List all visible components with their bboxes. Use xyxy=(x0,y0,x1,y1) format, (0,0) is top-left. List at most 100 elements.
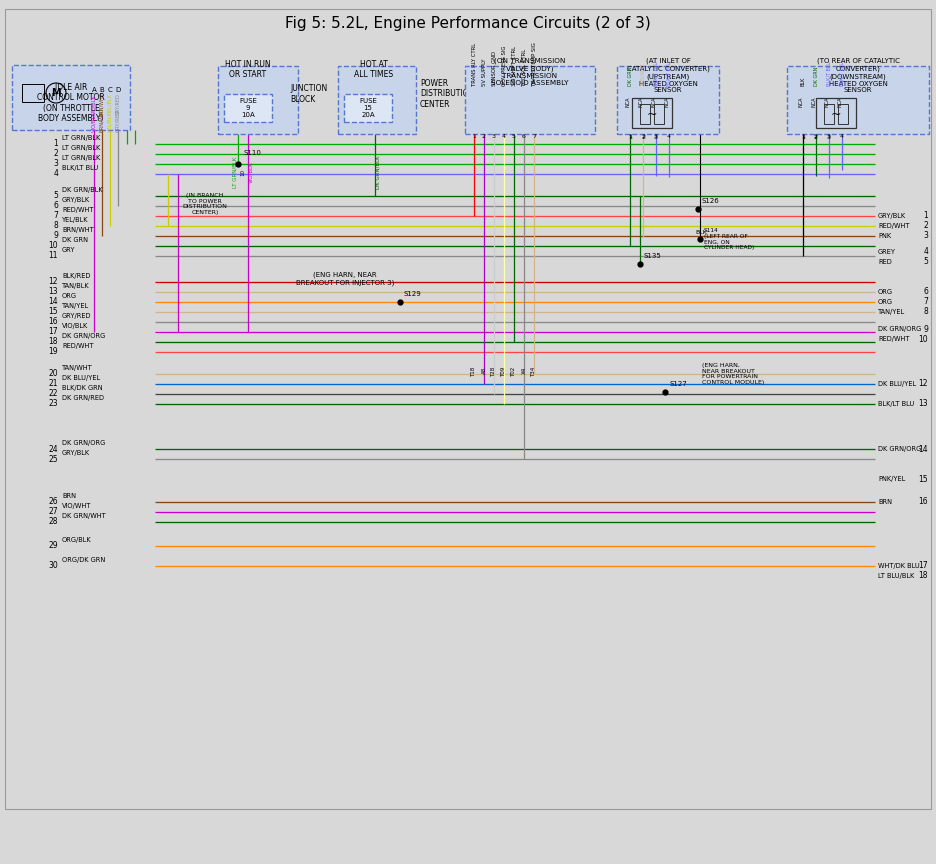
Text: DK GRN/RED: DK GRN/RED xyxy=(62,395,104,401)
Text: 4: 4 xyxy=(502,134,506,139)
Text: 13: 13 xyxy=(49,288,58,296)
Text: JUNCTION
BLOCK: JUNCTION BLOCK xyxy=(290,85,328,104)
Text: TRANS TEMP SIG: TRANS TEMP SIG xyxy=(532,42,536,86)
Text: 9: 9 xyxy=(53,232,58,240)
Text: GRY/RED: GRY/RED xyxy=(115,109,121,132)
Text: 1: 1 xyxy=(801,134,805,139)
Text: PNK: PNK xyxy=(878,233,891,239)
Text: YEL/BLK: YEL/BLK xyxy=(62,217,89,223)
Text: DK GRN/ORG: DK GRN/ORG xyxy=(878,446,921,452)
Text: (AT INLET OF
CATALYTIC CONVERTER)
(UPSTREAM)
HEATED OXYGEN
SENSOR: (AT INLET OF CATALYTIC CONVERTER) (UPSTR… xyxy=(626,58,709,93)
Text: RED/WHT: RED/WHT xyxy=(878,223,910,229)
Text: T34: T34 xyxy=(532,367,536,378)
Text: 21: 21 xyxy=(49,379,58,389)
Text: IDLE AIR
CONTROL MOTOR
(ON THROTTLE
BODY ASSEMBLY): IDLE AIR CONTROL MOTOR (ON THROTTLE BODY… xyxy=(37,83,105,124)
Text: TAN/YEL: TAN/YEL xyxy=(62,303,89,309)
Text: LT BLU/BLK: LT BLU/BLK xyxy=(878,573,914,579)
Text: 12: 12 xyxy=(49,277,58,287)
Text: 16: 16 xyxy=(918,498,928,506)
Text: DK GRN/ORG: DK GRN/ORG xyxy=(62,440,105,446)
Text: 2: 2 xyxy=(814,134,818,139)
Text: (ENG HARN, NEAR
BREAKOUT FOR INJECTOR 3): (ENG HARN, NEAR BREAKOUT FOR INJECTOR 3) xyxy=(296,272,394,286)
Bar xyxy=(640,104,650,124)
Text: BRN: BRN xyxy=(62,493,76,499)
Text: 5: 5 xyxy=(53,192,58,200)
Text: BLK/T BLU: BLK/T BLU xyxy=(653,61,659,86)
Text: 6: 6 xyxy=(923,288,928,296)
Text: GRY: GRY xyxy=(62,247,76,253)
Text: DK GRN/BLK: DK GRN/BLK xyxy=(375,156,381,189)
Text: LT GRN/BLK: LT GRN/BLK xyxy=(232,156,238,187)
Text: 3: 3 xyxy=(654,135,658,140)
Text: (ON TRANSMISSION
VALVE BODY)
TRANSMISSION
SOLENOID ASSEMBLY: (ON TRANSMISSION VALVE BODY) TRANSMISSIO… xyxy=(491,58,569,86)
Text: 19: 19 xyxy=(49,347,58,357)
Text: 15: 15 xyxy=(49,308,58,316)
Text: 1: 1 xyxy=(923,212,928,220)
Text: BRN/WHT: BRN/WHT xyxy=(99,92,105,116)
Text: TAN/WHT: TAN/WHT xyxy=(640,63,646,86)
Text: BLK: BLK xyxy=(695,230,707,234)
Text: 2: 2 xyxy=(641,134,645,139)
Text: 24: 24 xyxy=(49,444,58,454)
Text: DK GRN: DK GRN xyxy=(627,67,633,86)
Text: 17: 17 xyxy=(918,562,928,570)
Text: DK GRN/ORG: DK GRN/ORG xyxy=(878,326,921,332)
Text: 10: 10 xyxy=(49,242,58,251)
Text: VIO/WHT: VIO/WHT xyxy=(62,503,92,509)
Text: 20: 20 xyxy=(49,370,58,378)
Text: 16: 16 xyxy=(49,317,58,327)
Text: ~: ~ xyxy=(647,107,657,120)
Text: 25: 25 xyxy=(49,454,58,463)
Text: GRY/RED: GRY/RED xyxy=(62,313,92,319)
Text: BLK/LT BLU: BLK/LT BLU xyxy=(62,165,98,171)
Text: BLK/RED: BLK/RED xyxy=(62,273,91,279)
Text: B: B xyxy=(99,87,105,93)
Text: 7: 7 xyxy=(53,212,58,220)
Text: GREY: GREY xyxy=(878,249,896,255)
Text: 27: 27 xyxy=(49,507,58,517)
Text: GRY/RED: GRY/RED xyxy=(115,93,121,115)
Text: BRN/WHT: BRN/WHT xyxy=(62,227,94,233)
Bar xyxy=(344,94,392,122)
Bar xyxy=(654,104,664,124)
Text: T18: T18 xyxy=(472,367,476,378)
Text: S129: S129 xyxy=(404,291,422,297)
Text: YEL/BLK: YEL/BLK xyxy=(108,94,112,114)
Bar xyxy=(838,104,848,124)
Text: ORG/DK GRN: ORG/DK GRN xyxy=(62,557,105,563)
Text: 3: 3 xyxy=(53,160,58,168)
Text: GRY/BLK: GRY/BLK xyxy=(62,197,90,203)
Text: S110: S110 xyxy=(243,150,261,156)
Text: GRY/BLK: GRY/BLK xyxy=(62,450,90,456)
Text: T28: T28 xyxy=(491,367,496,378)
Text: SENSOR GND: SENSOR GND xyxy=(491,51,496,86)
Bar xyxy=(12,65,130,130)
Text: RED/WHT: RED/WHT xyxy=(878,336,910,342)
Text: VIO/BLK: VIO/BLK xyxy=(248,162,254,183)
Text: 9: 9 xyxy=(923,325,928,334)
Text: 8: 8 xyxy=(923,308,928,316)
Text: 10: 10 xyxy=(918,334,928,344)
Text: LT GRN/BLK: LT GRN/BLK xyxy=(62,135,100,141)
Text: TAN/BLK: TAN/BLK xyxy=(62,283,90,289)
Text: 26: 26 xyxy=(49,498,58,506)
Bar xyxy=(465,66,595,134)
Text: NCA: NCA xyxy=(638,97,644,107)
Text: T02: T02 xyxy=(511,367,517,378)
Text: 29: 29 xyxy=(49,542,58,550)
Text: GOV PRESS SIG: GOV PRESS SIG xyxy=(502,46,506,86)
Text: TAN/WHT: TAN/WHT xyxy=(62,365,93,371)
Text: 5: 5 xyxy=(923,257,928,266)
Text: 30: 30 xyxy=(49,562,58,570)
Text: DK GRN/WHT: DK GRN/WHT xyxy=(62,513,106,519)
Text: ~: ~ xyxy=(831,107,841,120)
Text: BRN/WHT: BRN/WHT xyxy=(99,107,105,132)
Text: DK GRN/BLK: DK GRN/BLK xyxy=(62,187,103,193)
Text: ORG: ORG xyxy=(878,289,893,295)
Text: BLK/DK GRN: BLK/DK GRN xyxy=(62,385,103,391)
Text: 2: 2 xyxy=(53,149,58,158)
Text: DK BLU/YEL: DK BLU/YEL xyxy=(62,375,100,381)
Text: TCC SOL CTRL: TCC SOL CTRL xyxy=(521,49,527,86)
Text: M: M xyxy=(51,88,61,98)
Text: 15: 15 xyxy=(918,474,928,484)
